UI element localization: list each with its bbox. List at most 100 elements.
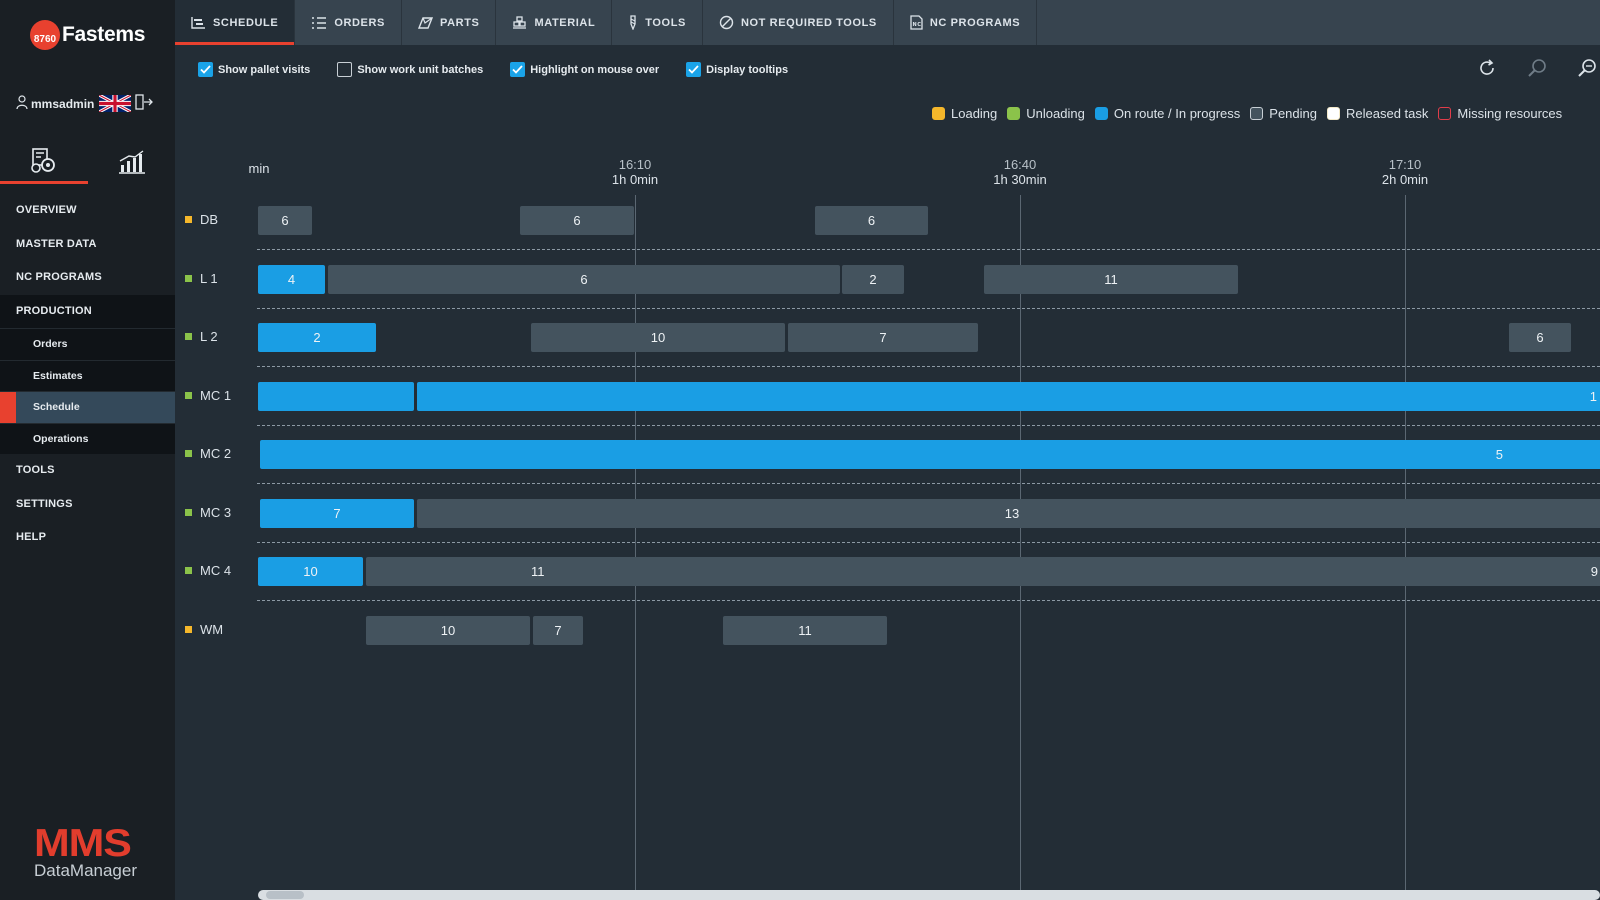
bar-label: 11 — [531, 564, 545, 579]
axis-label: 16:10 1h 0min — [612, 157, 658, 187]
nav-nc-programs[interactable]: NC PROGRAMS — [16, 271, 102, 283]
tab-parts[interactable]: PARTS — [402, 0, 497, 45]
legend-label: Pending — [1269, 106, 1317, 121]
nc-program-icon: NC — [910, 15, 923, 30]
zoom-out-icon[interactable] — [1562, 58, 1600, 78]
legend-swatch — [1250, 107, 1264, 120]
legend-item: Missing resources — [1438, 106, 1562, 121]
schedule-bar[interactable]: 7 — [260, 498, 414, 528]
legend-item: On route / In progress — [1094, 106, 1241, 121]
nav-sub-estimates[interactable]: Estimates — [0, 359, 175, 391]
schedule-bar[interactable]: 10 — [258, 557, 363, 586]
schedule-bar[interactable]: 11 — [984, 264, 1238, 294]
checkbox-checked[interactable] — [686, 62, 702, 77]
schedule-bar[interactable]: 11 — [723, 615, 887, 645]
legend-item: Released task — [1327, 106, 1428, 121]
nav-production[interactable]: PRODUCTION — [0, 294, 175, 328]
schedule-bar[interactable]: 11 — [366, 557, 1600, 586]
schedule-bar[interactable]: 1 — [417, 381, 1600, 411]
schedule-bar[interactable]: 10 — [366, 615, 530, 645]
schedule-bar[interactable]: 6 — [815, 206, 928, 235]
nav-master-data[interactable]: MASTER DATA — [16, 237, 97, 250]
resource-label: MC 2 — [185, 446, 231, 461]
resource-label: MC 4 — [185, 563, 231, 578]
nav-help[interactable]: HELP — [16, 531, 47, 543]
tab-label: MATERIAL — [534, 16, 596, 29]
schedule-bar[interactable]: 9 — [366, 557, 1600, 586]
schedule-icon — [191, 17, 205, 29]
username[interactable]: mmsadmin — [31, 96, 95, 111]
logout-icon[interactable] — [135, 94, 154, 113]
opt-highlight-on-mouse-over[interactable]: Highlight on mouse over — [510, 62, 659, 77]
analytics-mode-icon[interactable] — [88, 140, 175, 184]
checkbox-checked[interactable] — [510, 62, 526, 77]
production-mode-icon[interactable] — [0, 140, 88, 184]
resource-status-dot — [185, 216, 192, 223]
nav-sub-operations[interactable]: Operations — [0, 422, 175, 454]
schedule-bar[interactable]: 5 — [260, 440, 1600, 469]
legend-item: Loading — [932, 106, 997, 121]
axis-duration: min — [248, 161, 270, 176]
bar-label: 10 — [650, 330, 666, 345]
tab-orders[interactable]: ORDERS — [295, 0, 402, 45]
schedule-bar[interactable]: 6 — [258, 206, 312, 235]
time-gridline — [1405, 195, 1406, 900]
row-divider — [257, 424, 1600, 426]
axis-duration: 1h 30min — [993, 172, 1047, 187]
nav-tools[interactable]: TOOLS — [16, 464, 55, 476]
tab-label: TOOLS — [645, 16, 686, 29]
refresh-icon[interactable] — [1462, 58, 1512, 78]
bar-label: 11 — [1104, 271, 1118, 287]
bar-label: 6 — [573, 213, 581, 228]
bar-label: 10 — [440, 622, 456, 638]
uk-flag-icon[interactable] — [98, 93, 133, 114]
tab-material[interactable]: MATERIAL — [496, 0, 613, 45]
option-label: Display tooltips — [706, 63, 789, 76]
tab-label: ORDERS — [334, 16, 385, 29]
checkbox-unchecked[interactable] — [337, 62, 353, 77]
schedule-bar[interactable]: 2 — [258, 323, 376, 352]
tab-tools[interactable]: TOOLS — [612, 0, 703, 45]
schedule-bar[interactable]: 6 — [328, 264, 840, 294]
logo-badge: 8760 — [30, 20, 60, 50]
schedule-bar[interactable]: 6 — [520, 206, 634, 235]
schedule-bar[interactable]: 7 — [533, 615, 583, 645]
scrollbar-thumb[interactable] — [266, 891, 304, 899]
row-divider — [257, 307, 1600, 309]
horizontal-scrollbar[interactable] — [258, 890, 1600, 900]
schedule-bar[interactable]: 13 — [417, 498, 1600, 528]
opt-show-pallet-visits[interactable]: Show pallet visits — [198, 62, 310, 77]
schedule-bar[interactable] — [258, 381, 414, 411]
bar-label: 6 — [867, 213, 876, 228]
resource-status-dot — [185, 625, 192, 633]
checkbox-checked[interactable] — [198, 62, 213, 77]
nav-sub-schedule[interactable]: Schedule — [0, 391, 175, 423]
bar-label: 4 — [287, 271, 296, 287]
bar-label: 5 — [1495, 447, 1503, 462]
schedule-bar[interactable]: 6 — [1509, 323, 1571, 352]
opt-show-work-unit-batches[interactable]: Show work unit batches — [337, 62, 483, 77]
tab-not-required-tools[interactable]: NOT REQUIRED TOOLS — [703, 0, 894, 45]
schedule-bar[interactable]: 2 — [842, 264, 904, 294]
brand-logo: MMS DataManager — [34, 824, 137, 880]
legend-label: On route / In progress — [1113, 106, 1241, 121]
zoom-in-icon[interactable] — [1512, 58, 1562, 78]
tab-nc-programs[interactable]: NC NC PROGRAMS — [894, 0, 1038, 45]
schedule-bar[interactable]: 7 — [788, 323, 978, 352]
schedule-bar[interactable]: 4 — [258, 264, 325, 294]
nav-settings[interactable]: SETTINGS — [16, 497, 73, 510]
schedule-bar[interactable]: 10 — [531, 323, 785, 352]
bar-label: 13 — [1004, 505, 1020, 521]
resource-status-dot — [185, 508, 192, 516]
option-label: Highlight on mouse over — [530, 63, 660, 76]
bar-label: 7 — [879, 330, 887, 345]
axis-time: 16:10 — [618, 157, 652, 172]
svg-text:NC: NC — [912, 22, 921, 28]
bar-label: 2 — [313, 330, 321, 345]
app-logo[interactable]: 8760 Fastems — [30, 20, 145, 50]
tab-schedule[interactable]: SCHEDULE — [175, 0, 296, 45]
nav-sub-orders[interactable]: Orders — [0, 328, 175, 360]
tab-label: NC PROGRAMS — [929, 16, 1021, 29]
nav-overview[interactable]: OVERVIEW — [16, 204, 77, 216]
opt-display-tooltips[interactable]: Display tooltips — [686, 62, 788, 77]
